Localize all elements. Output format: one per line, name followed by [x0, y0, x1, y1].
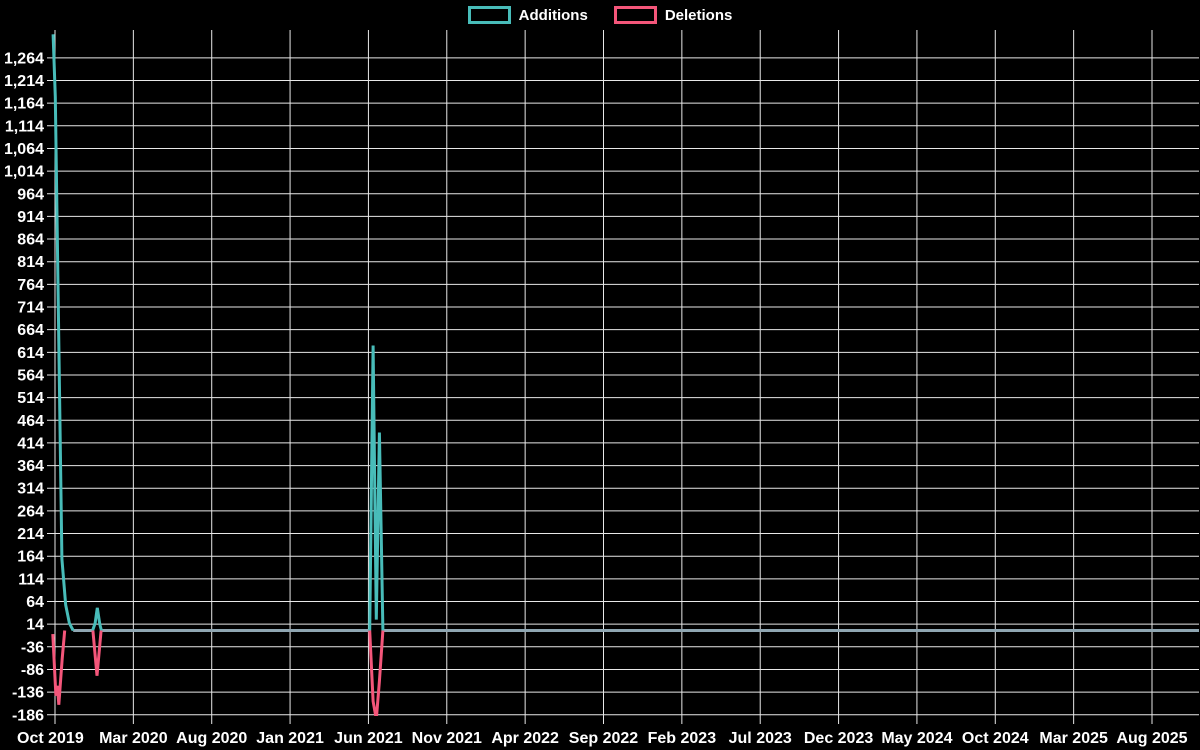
x-tick-label: Feb 2023: [648, 730, 717, 747]
y-tick-label: 464: [17, 413, 44, 430]
y-tick-label: 1,214: [4, 73, 44, 90]
y-tick-label: 264: [17, 503, 44, 520]
additions-line: [51, 34, 385, 632]
x-tick-label: Aug 2025: [1116, 730, 1187, 747]
x-tick-label: Oct 2019: [17, 730, 84, 747]
x-tick-label: Jun 2021: [334, 730, 403, 747]
x-tick-label: Jul 2023: [729, 730, 792, 747]
y-tick-label: 14: [26, 617, 44, 634]
y-tick-label: -186: [12, 707, 44, 724]
x-gridlines: [54, 30, 1153, 724]
y-tick-label: 414: [17, 435, 44, 452]
x-tick-label: Dec 2023: [804, 730, 873, 747]
x-tick-label: Mar 2025: [1039, 730, 1108, 747]
y-tick-label: 214: [17, 526, 44, 543]
deletions-swatch-icon: [613, 6, 657, 24]
y-tick-label: 514: [17, 390, 44, 407]
y-tick-label: -86: [21, 662, 44, 679]
y-tick-label: 864: [17, 232, 44, 249]
x-tick-label: Sep 2022: [569, 730, 638, 747]
x-tick-label: Oct 2024: [962, 730, 1029, 747]
x-tick-label: Aug 2020: [176, 730, 247, 747]
y-tick-label: 614: [17, 345, 44, 362]
y-tick-label: 664: [17, 322, 44, 339]
y-tick-label: 314: [17, 481, 44, 498]
y-tick-label: 1,064: [4, 141, 44, 158]
x-tick-label: May 2024: [881, 730, 952, 747]
y-tick-label: 364: [17, 458, 44, 475]
y-tick-label: 914: [17, 209, 44, 226]
x-tick-label: Nov 2021: [412, 730, 482, 747]
y-tick-label: 1,114: [5, 118, 44, 135]
y-tick-label: -136: [12, 685, 44, 702]
y-tick-label: 714: [17, 300, 44, 317]
y-tick-label: 1,014: [4, 164, 44, 181]
x-tick-label: Jan 2021: [256, 730, 324, 747]
legend-item-deletions[interactable]: Deletions: [613, 6, 733, 24]
y-tick-label: 764: [17, 277, 44, 294]
legend-label-deletions: Deletions: [664, 6, 733, 24]
x-tick-labels: Oct 2019 Mar 2020 Aug 2020 Jan 2021 Jun 2021…: [17, 730, 1188, 747]
y-tick-label: 564: [17, 367, 44, 384]
y-tick-label: 114: [18, 571, 44, 588]
deletions-line: [51, 630, 385, 716]
y-tick-label: 814: [17, 254, 44, 271]
y-tick-labels: 1,264 1,214 1,164 1,114 1,064 1,014 964 914 864 8…: [4, 50, 44, 724]
legend-item-additions[interactable]: Additions: [467, 6, 588, 24]
y-tick-label: 164: [17, 549, 44, 566]
legend-label-additions: Additions: [518, 6, 588, 24]
additions-swatch-icon: [467, 6, 511, 24]
x-tick-label: Mar 2020: [99, 730, 168, 747]
x-tick-label: Apr 2022: [491, 730, 559, 747]
y-tick-label: 964: [17, 186, 44, 203]
y-tick-label: -36: [21, 639, 44, 656]
y-tick-label: 64: [26, 594, 44, 611]
y-gridlines: [47, 57, 1199, 716]
y-tick-label: 1,164: [4, 96, 44, 113]
y-tick-label: 1,264: [4, 50, 44, 67]
chart-legend: Additions Deletions: [0, 6, 1200, 24]
